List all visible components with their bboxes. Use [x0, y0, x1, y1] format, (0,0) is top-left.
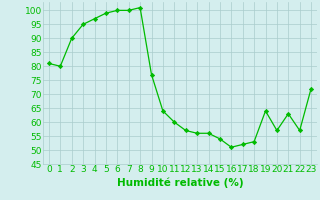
- X-axis label: Humidité relative (%): Humidité relative (%): [117, 177, 243, 188]
